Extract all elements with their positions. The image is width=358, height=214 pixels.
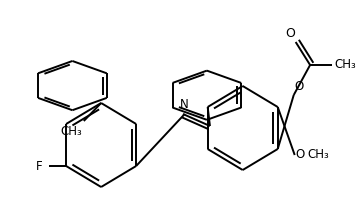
Text: CH₃: CH₃ bbox=[334, 58, 356, 71]
Text: O: O bbox=[295, 80, 304, 93]
Text: O: O bbox=[285, 27, 295, 40]
Text: CH₃: CH₃ bbox=[307, 149, 329, 162]
Text: CH₃: CH₃ bbox=[60, 125, 82, 138]
Text: F: F bbox=[37, 159, 43, 172]
Text: O: O bbox=[296, 149, 305, 162]
Text: N: N bbox=[180, 98, 188, 111]
